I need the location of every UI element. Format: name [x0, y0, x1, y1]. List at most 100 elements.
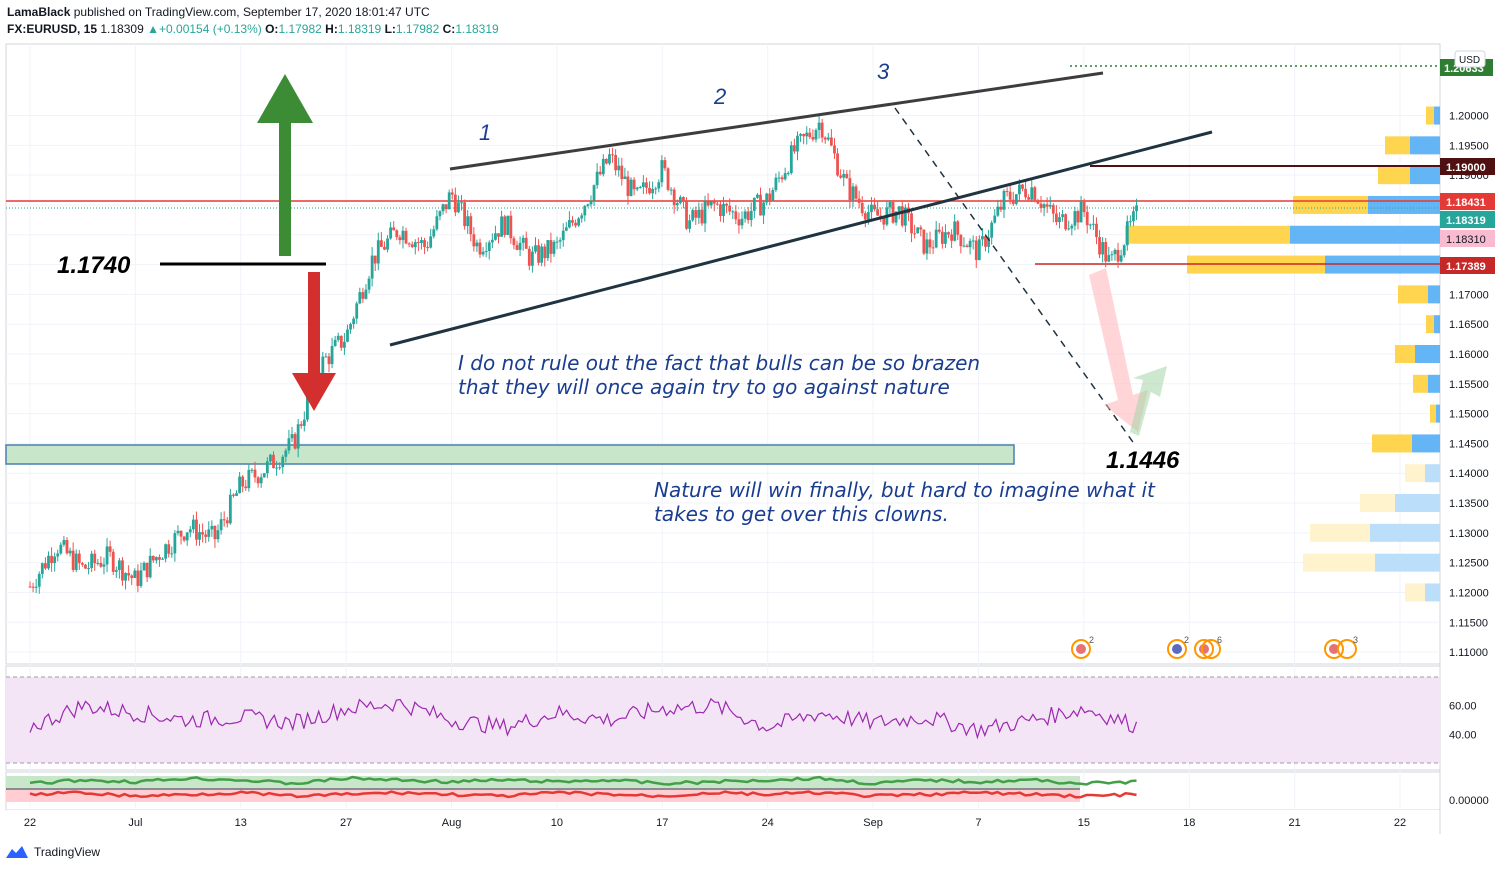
candle-body — [1011, 199, 1015, 204]
candle-body — [663, 160, 667, 169]
candle-body — [1005, 190, 1009, 192]
candle-body — [910, 213, 913, 234]
oscillator-red-line[interactable] — [29, 790, 1137, 799]
candle-body — [928, 239, 932, 248]
candle-body — [743, 211, 747, 219]
candle-body — [201, 532, 205, 535]
candle-body — [176, 530, 180, 534]
grid-lines — [6, 44, 1440, 810]
volume-bar-down — [1293, 195, 1368, 214]
candle-body — [789, 145, 793, 174]
target-label-1-1446: 1.1446 — [1106, 447, 1180, 474]
candle-body — [133, 570, 137, 578]
economic-event-icon-3[interactable]: 3 — [1324, 635, 1358, 659]
candle-body — [799, 134, 802, 136]
candle-body — [543, 246, 547, 259]
rsi-band — [6, 677, 1440, 763]
candle-body — [241, 476, 245, 487]
candle-body — [1033, 187, 1037, 202]
candle-body — [154, 557, 158, 561]
candle-body — [441, 204, 445, 212]
candle-body — [648, 187, 651, 194]
projection-dashed-line[interactable] — [894, 107, 1136, 446]
low-value: 1.17982 — [395, 22, 440, 36]
candle-body — [432, 229, 436, 237]
candle-body — [105, 546, 109, 565]
currency-label[interactable]: USD — [1454, 50, 1486, 68]
candle-body — [121, 560, 124, 581]
candle-body — [463, 202, 467, 227]
high-value: 1.18319 — [337, 22, 382, 36]
candle-body — [401, 230, 405, 241]
candle-body — [56, 553, 60, 557]
author-name[interactable]: LamaBlack — [7, 5, 71, 19]
level-label-1-1740: 1.1740 — [57, 252, 131, 279]
candle-body — [339, 335, 343, 348]
candle-body — [1030, 187, 1034, 200]
candle-body — [894, 211, 898, 223]
candle-body — [1128, 221, 1132, 223]
lower-trendline[interactable] — [389, 130, 1213, 347]
price-label-1-18310: 1.18310 — [1440, 230, 1495, 247]
candle-body — [31, 586, 35, 588]
svg-text:1.19000: 1.19000 — [1446, 162, 1486, 174]
support-zone[interactable] — [5, 444, 1015, 465]
candle-body — [829, 137, 833, 146]
candle-body — [826, 137, 830, 140]
candle-body — [296, 424, 300, 449]
candle-body — [1002, 190, 1006, 210]
volume-bar-down — [1125, 225, 1290, 244]
candle-body — [512, 238, 516, 246]
candle-body — [1036, 201, 1040, 204]
candle-body — [765, 193, 769, 203]
oscillator-green-line[interactable] — [29, 775, 1137, 786]
candle-body — [188, 529, 192, 533]
candle-body — [527, 248, 531, 266]
wave-label-2: 2 — [713, 84, 726, 109]
candle-body — [1091, 223, 1095, 225]
candle-body — [1064, 214, 1068, 230]
price-tick-label: 1.12000 — [1449, 587, 1489, 599]
candle-body — [558, 240, 562, 242]
red-down-arrow[interactable] — [292, 272, 336, 411]
candle-body — [891, 202, 895, 223]
time-tick-label: 17 — [656, 817, 668, 829]
volume-bar-down — [1378, 166, 1410, 185]
upper-trendline[interactable] — [449, 71, 1104, 171]
volume-bar-up — [1428, 285, 1440, 304]
economic-event-icon-2[interactable]: 2 6 — [1167, 635, 1222, 659]
candle-body — [204, 534, 208, 537]
candle-body — [737, 219, 741, 226]
candle-body — [290, 434, 294, 439]
chart-canvas[interactable]: 1 2 3 1.1740 1.1446 I do not rule out th… — [0, 0, 1507, 838]
candle-body — [977, 239, 981, 261]
candle-body — [222, 519, 226, 521]
rsi-line[interactable] — [29, 697, 1138, 740]
candle-body — [1122, 245, 1126, 256]
volume-bar-down — [1385, 136, 1410, 155]
candle-body — [999, 206, 1003, 210]
svg-text:USD: USD — [1459, 55, 1480, 66]
up-triangle-icon: ▲ — [147, 22, 159, 36]
symbol-label[interactable]: FX:EURUSD, 15 — [7, 22, 98, 36]
pink-down-arrow[interactable] — [1089, 268, 1148, 432]
candle-body — [216, 530, 220, 540]
time-axis[interactable] — [6, 810, 1440, 834]
candle-body — [571, 220, 574, 223]
candle-body — [484, 251, 488, 253]
candle-body — [494, 233, 497, 240]
economic-event-icon-1[interactable]: 2 — [1071, 635, 1094, 659]
light-green-up-arrow[interactable] — [1130, 366, 1167, 436]
candle-body — [191, 519, 195, 530]
candle-body — [413, 242, 417, 248]
candle-body — [876, 209, 880, 216]
candle-body — [487, 242, 491, 252]
volume-bar-down — [1395, 345, 1415, 363]
candle-body — [228, 494, 232, 524]
tradingview-logo[interactable]: TradingView — [6, 845, 100, 859]
price-tick-label: 1.16500 — [1449, 319, 1489, 331]
volume-bar-down — [1310, 523, 1370, 542]
volume-bar-down — [1405, 464, 1425, 483]
green-up-arrow[interactable] — [257, 74, 313, 256]
candle-body — [524, 237, 528, 249]
